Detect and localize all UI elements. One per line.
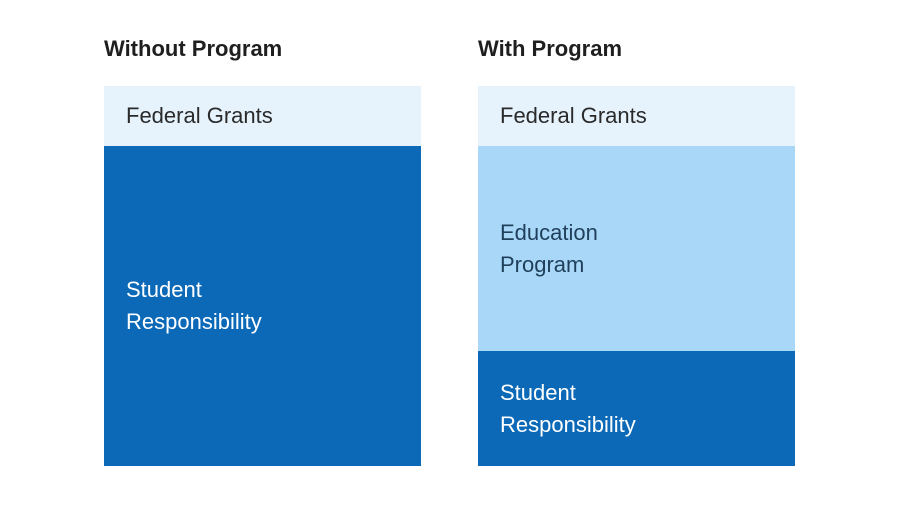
student-responsibility-label: Student Responsibility (500, 379, 636, 437)
federal-grants-label: Federal Grants (126, 103, 273, 128)
education-program-block: Education Program (478, 146, 795, 351)
education-program-label: Education Program (500, 219, 598, 277)
with-program-title: With Program (478, 36, 623, 61)
federal-grants-block: Federal Grants (478, 86, 795, 146)
student-responsibility-label: Student Responsibility (126, 277, 262, 334)
without-program-stack: Federal Grants Student Responsibility (104, 86, 421, 466)
federal-grants-block: Federal Grants (104, 86, 421, 146)
student-responsibility-block: Student Responsibility (478, 351, 795, 466)
federal-grants-label: Federal Grants (500, 103, 647, 128)
student-responsibility-block: Student Responsibility (104, 146, 421, 466)
without-program-title: Without Program (104, 36, 283, 61)
with-program-stack: Federal Grants Education Program Student… (478, 86, 795, 466)
without-program-column: Without Program Federal Grants Student R… (104, 34, 421, 466)
with-program-column: With Program Federal Grants Education Pr… (478, 34, 795, 466)
